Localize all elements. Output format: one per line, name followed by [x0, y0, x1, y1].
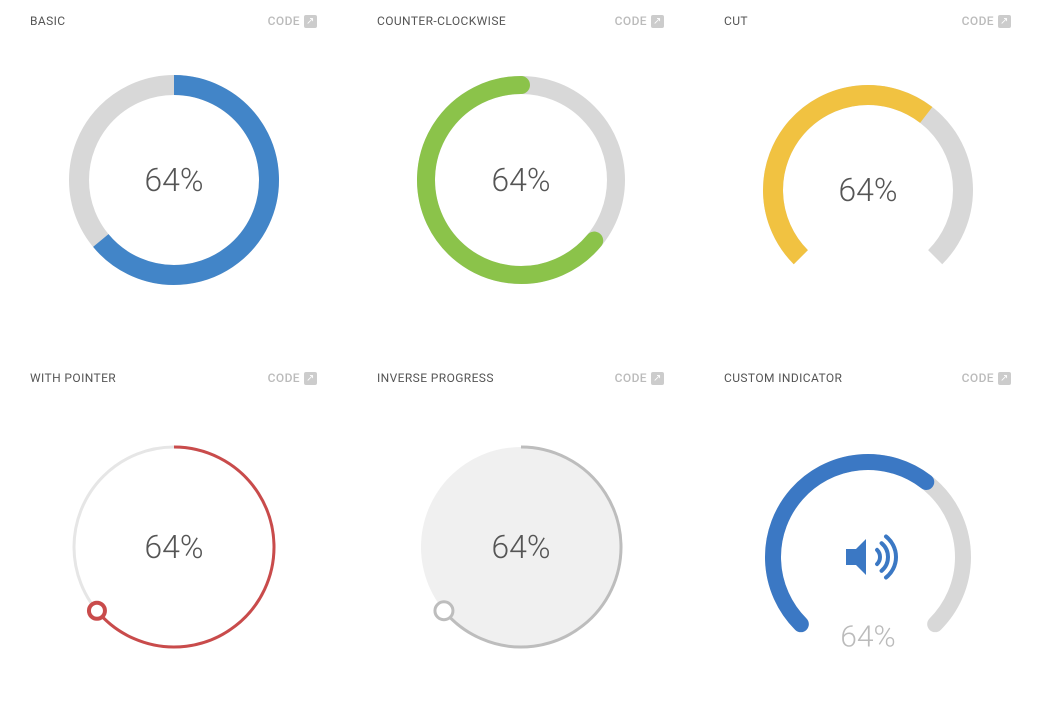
- chart-grid: BASIC CODE 64% COUNTER-CLOCKWISE CODE: [0, 0, 1041, 714]
- code-link-label: CODE: [268, 371, 300, 385]
- percent-label: 64%: [144, 161, 203, 199]
- cell-basic: BASIC CODE 64%: [0, 0, 347, 357]
- cell-header: WITH POINTER CODE: [30, 357, 317, 397]
- cell-custom: CUSTOM INDICATOR CODE 64%: [694, 357, 1041, 714]
- cell-header: CUSTOM INDICATOR CODE: [724, 357, 1011, 397]
- external-link-icon: [651, 372, 664, 385]
- ring-cut: 64%: [758, 70, 978, 290]
- chart-inverse: 64%: [377, 397, 664, 714]
- chart-cut: 64%: [724, 40, 1011, 357]
- code-link[interactable]: CODE: [962, 371, 1011, 385]
- ring-basic: 64%: [64, 70, 284, 290]
- code-link[interactable]: CODE: [615, 371, 664, 385]
- ring-inverse: 64%: [411, 427, 631, 687]
- percent-label: 64%: [838, 171, 897, 209]
- cell-header: COUNTER-CLOCKWISE CODE: [377, 0, 664, 40]
- code-link-label: CODE: [615, 371, 647, 385]
- ring-ccw: 64%: [411, 70, 631, 290]
- cell-title: COUNTER-CLOCKWISE: [377, 14, 506, 28]
- cell-title: INVERSE PROGRESS: [377, 371, 494, 385]
- cell-cut: CUT CODE 64%: [694, 0, 1041, 357]
- external-link-icon: [304, 15, 317, 28]
- external-link-icon: [998, 15, 1011, 28]
- cell-pointer: WITH POINTER CODE 64%: [0, 357, 347, 714]
- external-link-icon: [304, 372, 317, 385]
- external-link-icon: [651, 15, 664, 28]
- code-link[interactable]: CODE: [962, 14, 1011, 28]
- code-link[interactable]: CODE: [268, 14, 317, 28]
- chart-custom: 64%: [724, 397, 1011, 714]
- cell-header: BASIC CODE: [30, 0, 317, 40]
- chart-basic: 64%: [30, 40, 317, 357]
- percent-label: 64%: [144, 528, 203, 566]
- cell-header: INVERSE PROGRESS CODE: [377, 357, 664, 397]
- percent-label: 64%: [491, 161, 550, 199]
- cell-title: WITH POINTER: [30, 371, 116, 385]
- ring-pointer: 64%: [64, 427, 284, 687]
- external-link-icon: [998, 372, 1011, 385]
- code-link-label: CODE: [962, 371, 994, 385]
- code-link[interactable]: CODE: [268, 371, 317, 385]
- code-link[interactable]: CODE: [615, 14, 664, 28]
- cell-ccw: COUNTER-CLOCKWISE CODE 64%: [347, 0, 694, 357]
- chart-pointer: 64%: [30, 397, 317, 714]
- cell-title: CUSTOM INDICATOR: [724, 371, 842, 385]
- code-link-label: CODE: [268, 14, 300, 28]
- cell-inverse: INVERSE PROGRESS CODE 64%: [347, 357, 694, 714]
- ring-custom: 64%: [758, 427, 978, 687]
- code-link-label: CODE: [615, 14, 647, 28]
- percent-label: 64%: [491, 528, 550, 566]
- cell-title: CUT: [724, 14, 748, 28]
- volume-up-icon: [846, 537, 896, 578]
- cell-title: BASIC: [30, 14, 66, 28]
- chart-ccw: 64%: [377, 40, 664, 357]
- percent-label: 64%: [840, 620, 895, 655]
- cell-header: CUT CODE: [724, 0, 1011, 40]
- code-link-label: CODE: [962, 14, 994, 28]
